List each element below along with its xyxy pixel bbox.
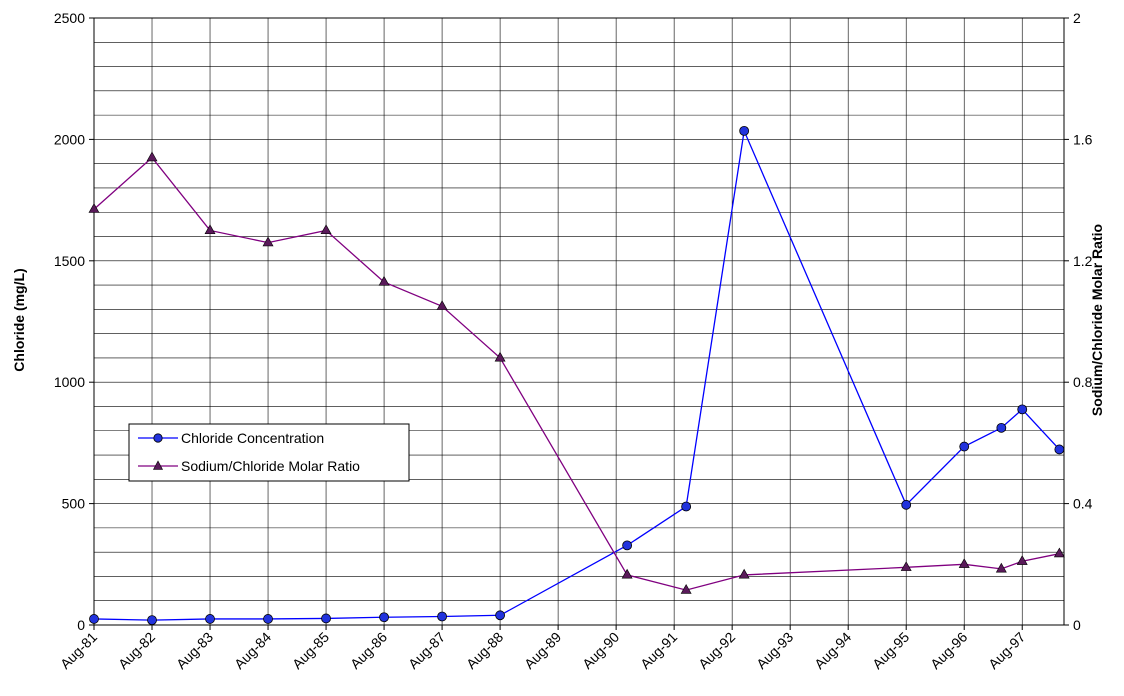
x-tick-label: Aug-84 [231,629,274,672]
data-point-ratio [146,151,158,162]
x-tick-label: Aug-81 [57,629,100,672]
y-left-tick-label: 0 [77,617,85,633]
x-tick-label: Aug-92 [695,629,738,672]
x-tick-label: Aug-97 [985,629,1028,672]
y-axis-left-title: Chloride (mg/L) [11,268,27,371]
data-point-ratio [995,562,1007,573]
x-tick-label: Aug-87 [405,629,448,672]
y-right-tick-label: 1.6 [1073,131,1093,147]
data-point-ratio [320,224,332,235]
legend-label-ratio: Sodium/Chloride Molar Ratio [181,458,360,474]
x-tick-label: Aug-96 [927,629,970,672]
data-point-chloride [739,126,750,136]
data-point-ratio [88,203,100,213]
y-left-tick-label: 1000 [54,374,85,390]
y-left-tick-label: 2500 [54,10,85,26]
x-tick-label: Aug-89 [521,629,564,672]
chart-gridlines [94,18,1064,625]
y-right-tick-label: 0.4 [1073,496,1093,512]
y-right-tick-label: 1.2 [1073,253,1093,269]
legend-label-chloride: Chloride Concentration [181,430,324,446]
y-left-tick-label: 1500 [54,253,85,269]
data-point-ratio [900,561,912,571]
chart-axes: 0 500 1000 1500 2000 2500 0 0.4 0.8 1.2 1.6 2 Aug-81… [54,10,1093,672]
x-tick-label: Aug-95 [869,629,912,672]
x-tick-label: Aug-88 [463,629,506,672]
data-point-chloride [1054,444,1065,455]
x-tick-label: Aug-90 [579,629,622,672]
data-point-chloride [379,612,389,623]
chart-series [88,126,1065,626]
y-right-tick-label: 2 [1073,10,1081,26]
legend-marker-chloride [153,433,163,443]
x-tick-label: Aug-82 [115,629,158,672]
data-point-chloride [681,501,692,512]
data-point-chloride [959,441,970,452]
x-tick-label: Aug-93 [753,629,796,672]
legend-box [128,423,410,482]
data-point-ratio [958,558,970,568]
data-point-chloride [495,610,506,621]
data-point-chloride [1017,404,1028,415]
y-left-tick-label: 2000 [54,131,85,147]
series-line-ratio [93,156,1060,591]
legend-item-chloride: Chloride Concentration [138,430,324,446]
x-tick-label: Aug-94 [811,629,854,672]
data-point-ratio [436,300,448,310]
series-line-chloride [93,128,1060,621]
data-point-chloride [622,540,633,551]
data-point-ratio [621,568,633,579]
x-tick-label: Aug-91 [637,629,680,672]
data-point-ratio [378,275,390,286]
y-right-tick-label: 0 [1073,617,1081,633]
data-point-ratio [738,568,750,579]
data-point-chloride [321,613,331,624]
x-tick-label: Aug-83 [173,629,216,672]
data-point-chloride [89,614,99,624]
data-point-ratio [262,236,274,247]
data-point-ratio [1053,547,1065,558]
data-point-chloride [996,422,1007,433]
data-point-chloride [147,615,157,626]
data-point-chloride [437,611,447,622]
legend-marker-ratio [153,460,163,470]
legend-item-ratio: Sodium/Chloride Molar Ratio [138,458,360,474]
data-point-ratio [204,224,216,235]
y-left-tick-label: 500 [62,496,86,512]
data-point-ratio [1016,555,1028,565]
data-point-chloride [901,499,912,510]
data-point-chloride [205,614,215,624]
chart-legend: Chloride Concentration Sodium/Chloride M… [128,423,410,482]
data-point-ratio [494,351,506,362]
y-axis-right-title: Sodium/Chloride Molar Ratio [1089,224,1105,416]
x-tick-label: Aug-85 [289,629,332,672]
data-point-ratio [680,583,692,594]
data-point-chloride [263,614,273,624]
y-right-tick-label: 0.8 [1073,374,1093,390]
x-tick-label: Aug-86 [347,629,390,672]
